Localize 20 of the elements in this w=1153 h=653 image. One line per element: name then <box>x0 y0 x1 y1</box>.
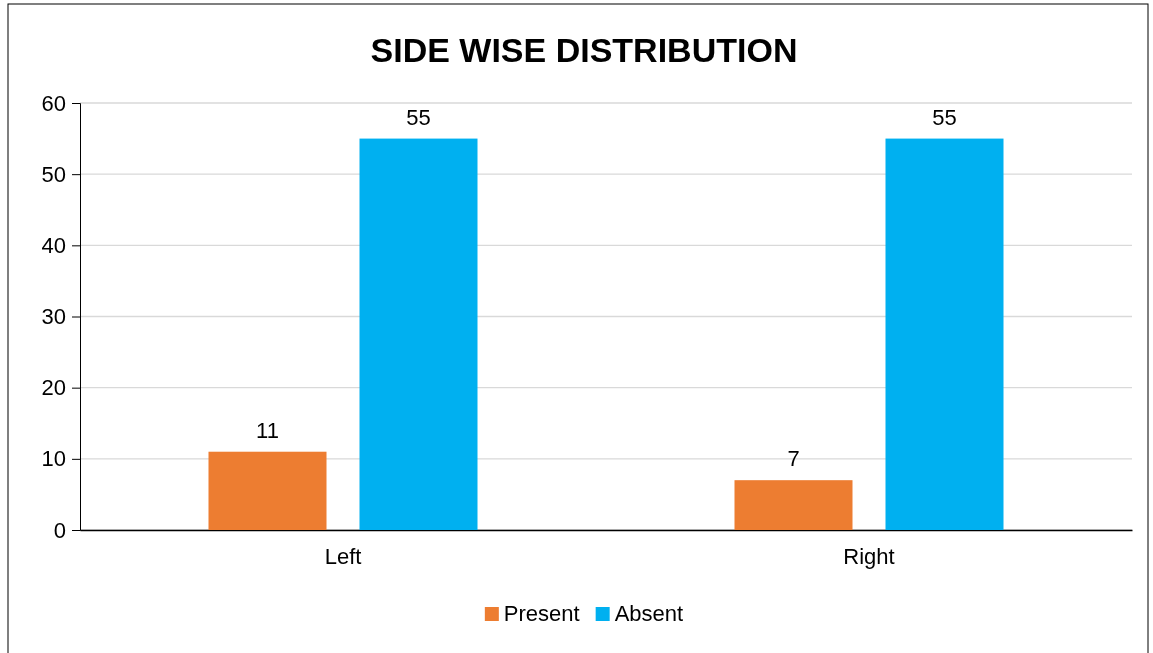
chart-title: SIDE WISE DISTRIBUTION <box>370 31 798 69</box>
x-tick-label: Left <box>324 543 362 569</box>
y-tick-label: 30 <box>41 304 66 330</box>
data-label: 55 <box>406 104 431 130</box>
data-label: 11 <box>256 417 279 443</box>
bar <box>359 138 478 530</box>
y-tick-label: 60 <box>41 90 66 116</box>
data-label: 7 <box>787 446 800 472</box>
y-tick-label: 50 <box>41 161 66 187</box>
bar <box>734 480 853 530</box>
data-label: 55 <box>932 104 957 130</box>
bar <box>885 138 1004 530</box>
x-tick-label: Right <box>843 543 895 569</box>
legend-label: Present <box>503 601 580 626</box>
bar <box>208 451 327 530</box>
y-tick-label: 10 <box>41 446 66 472</box>
y-tick-label: 40 <box>41 232 66 258</box>
y-tick-label: 0 <box>53 517 66 543</box>
y-tick-label: 20 <box>41 375 66 401</box>
legend-label: Absent <box>614 601 684 626</box>
